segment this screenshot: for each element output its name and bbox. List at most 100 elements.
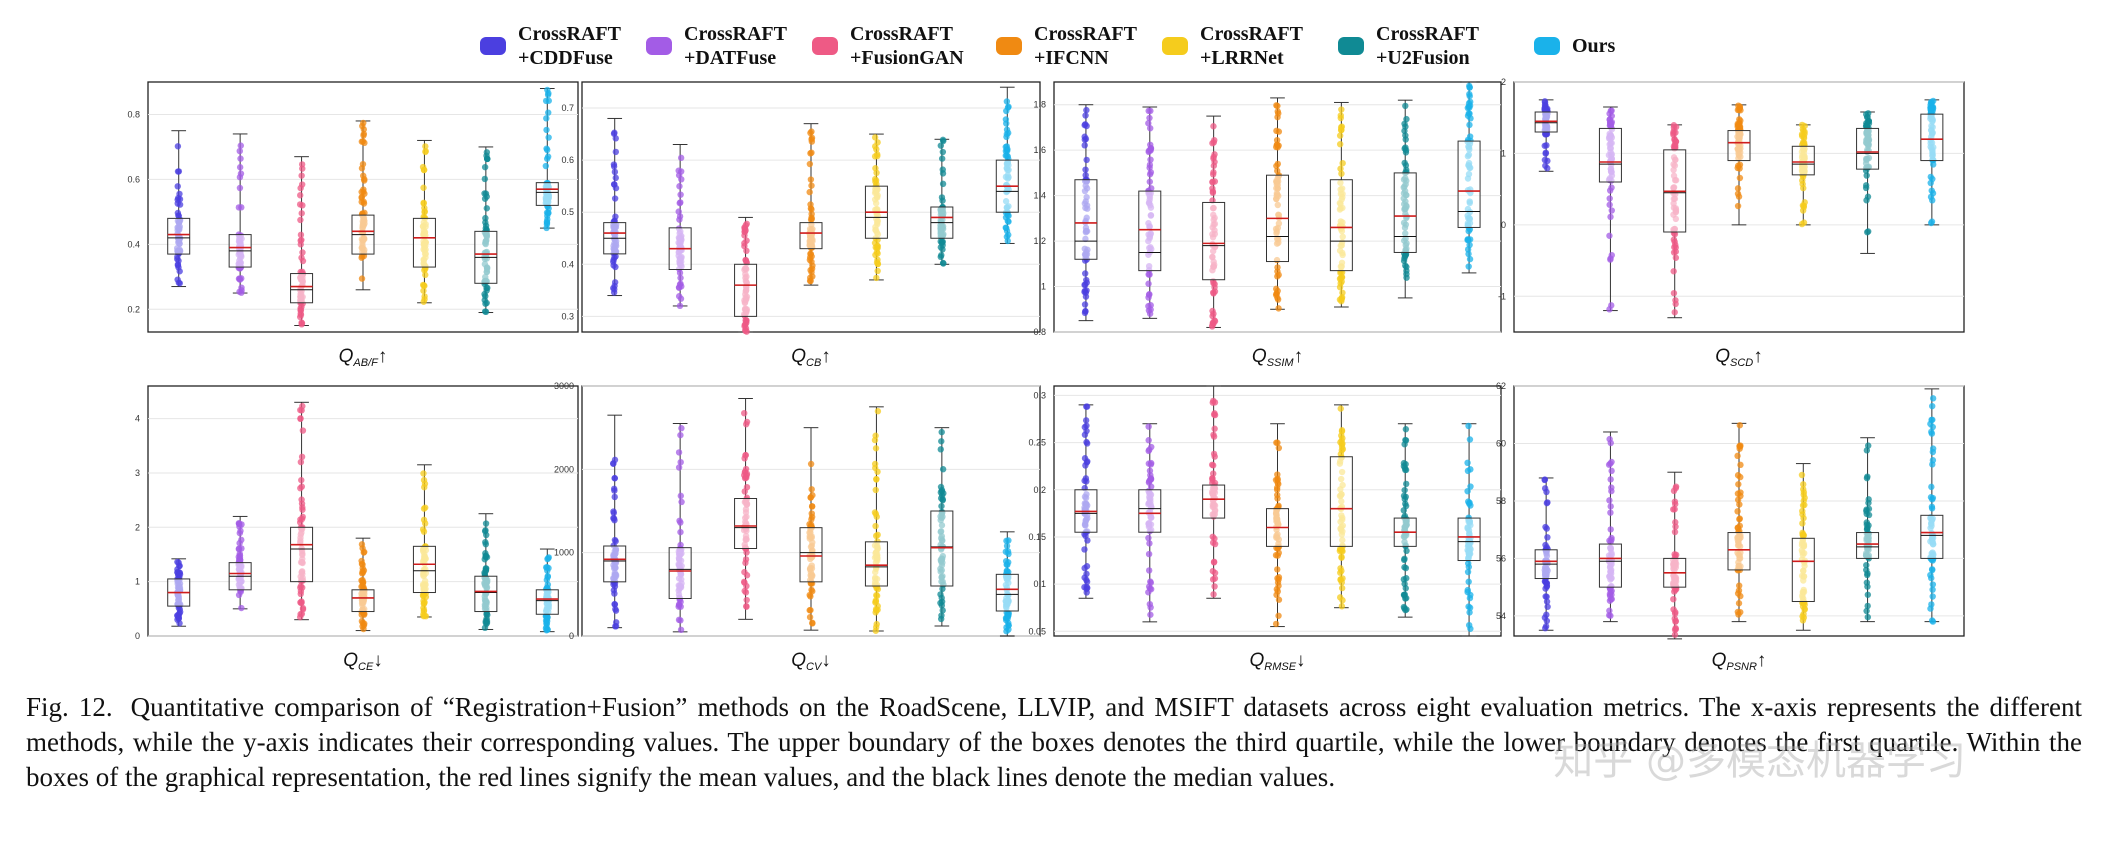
- data-point: [421, 282, 428, 290]
- box-6: [1920, 97, 1944, 227]
- data-point: [1606, 435, 1613, 443]
- chart-panel-abf: 0.2 0.4 0.6 0.8 QAB/F↑: [127, 81, 579, 369]
- data-point: [677, 528, 684, 536]
- legend-swatch: [480, 37, 506, 55]
- data-point: [1081, 546, 1088, 553]
- data-point: [1147, 146, 1154, 153]
- data-point: [1146, 178, 1154, 185]
- data-point: [1274, 294, 1281, 302]
- data-point: [1865, 442, 1872, 449]
- data-point: [1464, 236, 1471, 244]
- data-point: [1671, 588, 1678, 595]
- data-point: [297, 415, 304, 423]
- box-2: [290, 156, 314, 328]
- iqr-box: [167, 217, 191, 255]
- data-point: [1004, 211, 1011, 219]
- data-point: [1672, 300, 1679, 308]
- data-point: [1736, 174, 1744, 182]
- chart-panel-cv: 0 1000 2000 3000 QCV↓: [554, 381, 1041, 673]
- data-point: [236, 173, 244, 181]
- data-point: [298, 210, 305, 217]
- data-point: [1400, 556, 1408, 564]
- data-point: [678, 425, 685, 432]
- box-3: [1266, 97, 1289, 312]
- data-point: [1083, 478, 1090, 485]
- data-point: [678, 283, 685, 290]
- data-point: [1147, 306, 1154, 313]
- chart-panel-rmse: 0.05 0.1 0.15 0.2 0.25 0.3 QRMSE↓: [1028, 385, 1502, 673]
- data-point: [236, 184, 244, 192]
- data-point: [1606, 195, 1613, 202]
- iqr-box: [1138, 190, 1162, 272]
- data-point: [937, 489, 945, 496]
- data-point: [676, 269, 684, 277]
- box-4: [1329, 404, 1353, 610]
- data-point: [1465, 560, 1472, 567]
- box-6: [535, 86, 559, 232]
- data-point: [808, 149, 815, 156]
- data-point: [807, 266, 814, 274]
- data-point: [1337, 569, 1344, 576]
- y-tick-label: 4: [135, 414, 140, 424]
- data-point: [1865, 117, 1872, 125]
- data-point: [1209, 567, 1217, 575]
- y-tick-label: 1: [1501, 148, 1506, 158]
- data-point: [1338, 123, 1346, 130]
- data-point: [1670, 249, 1678, 256]
- data-point: [360, 126, 368, 133]
- box-5: [474, 146, 498, 316]
- iqr-box: [1202, 484, 1226, 519]
- data-point: [1005, 550, 1012, 558]
- data-point: [806, 607, 813, 614]
- data-point: [1800, 486, 1807, 493]
- data-point: [1081, 301, 1089, 308]
- data-point: [741, 228, 749, 236]
- data-point: [1864, 524, 1871, 531]
- data-point: [298, 319, 306, 327]
- data-point: [360, 132, 367, 139]
- data-point: [1337, 112, 1344, 119]
- data-point: [1145, 291, 1153, 298]
- data-point: [1273, 591, 1280, 599]
- data-point: [937, 591, 944, 598]
- data-point: [236, 147, 243, 155]
- data-point: [1338, 437, 1345, 444]
- data-point: [1081, 281, 1088, 289]
- data-point: [1210, 591, 1217, 598]
- data-point: [610, 485, 618, 492]
- y-tick-label: 0: [569, 631, 574, 641]
- data-point: [742, 452, 749, 459]
- legend-label: CrossRAFT +U2Fusion: [1376, 23, 1479, 69]
- legend-swatch: [812, 37, 838, 55]
- y-tick-label: 0.6: [561, 155, 574, 165]
- data-point: [1542, 523, 1549, 531]
- data-point: [743, 602, 750, 610]
- data-point: [1005, 231, 1012, 239]
- data-point: [1003, 624, 1010, 631]
- data-point: [1928, 218, 1936, 225]
- data-point: [1734, 590, 1742, 597]
- data-point: [871, 134, 879, 141]
- data-point: [610, 163, 618, 170]
- data-point: [939, 259, 947, 267]
- data-point: [1337, 280, 1344, 287]
- data-point: [1209, 307, 1216, 315]
- data-point: [1211, 425, 1218, 432]
- data-point: [1543, 611, 1550, 618]
- data-point: [1864, 110, 1872, 117]
- data-point: [741, 321, 749, 329]
- data-point: [938, 155, 946, 162]
- data-point: [1927, 494, 1935, 501]
- data-point: [1083, 563, 1091, 570]
- data-point: [235, 519, 243, 527]
- data-point: [1929, 593, 1936, 600]
- data-point: [1862, 184, 1870, 192]
- data-point: [611, 195, 619, 202]
- data-point: [872, 627, 879, 634]
- data-point: [422, 504, 429, 511]
- data-point: [1800, 610, 1807, 618]
- data-point: [808, 182, 815, 189]
- data-point: [808, 503, 816, 510]
- iqr-box: [1393, 172, 1417, 253]
- data-point: [298, 453, 306, 461]
